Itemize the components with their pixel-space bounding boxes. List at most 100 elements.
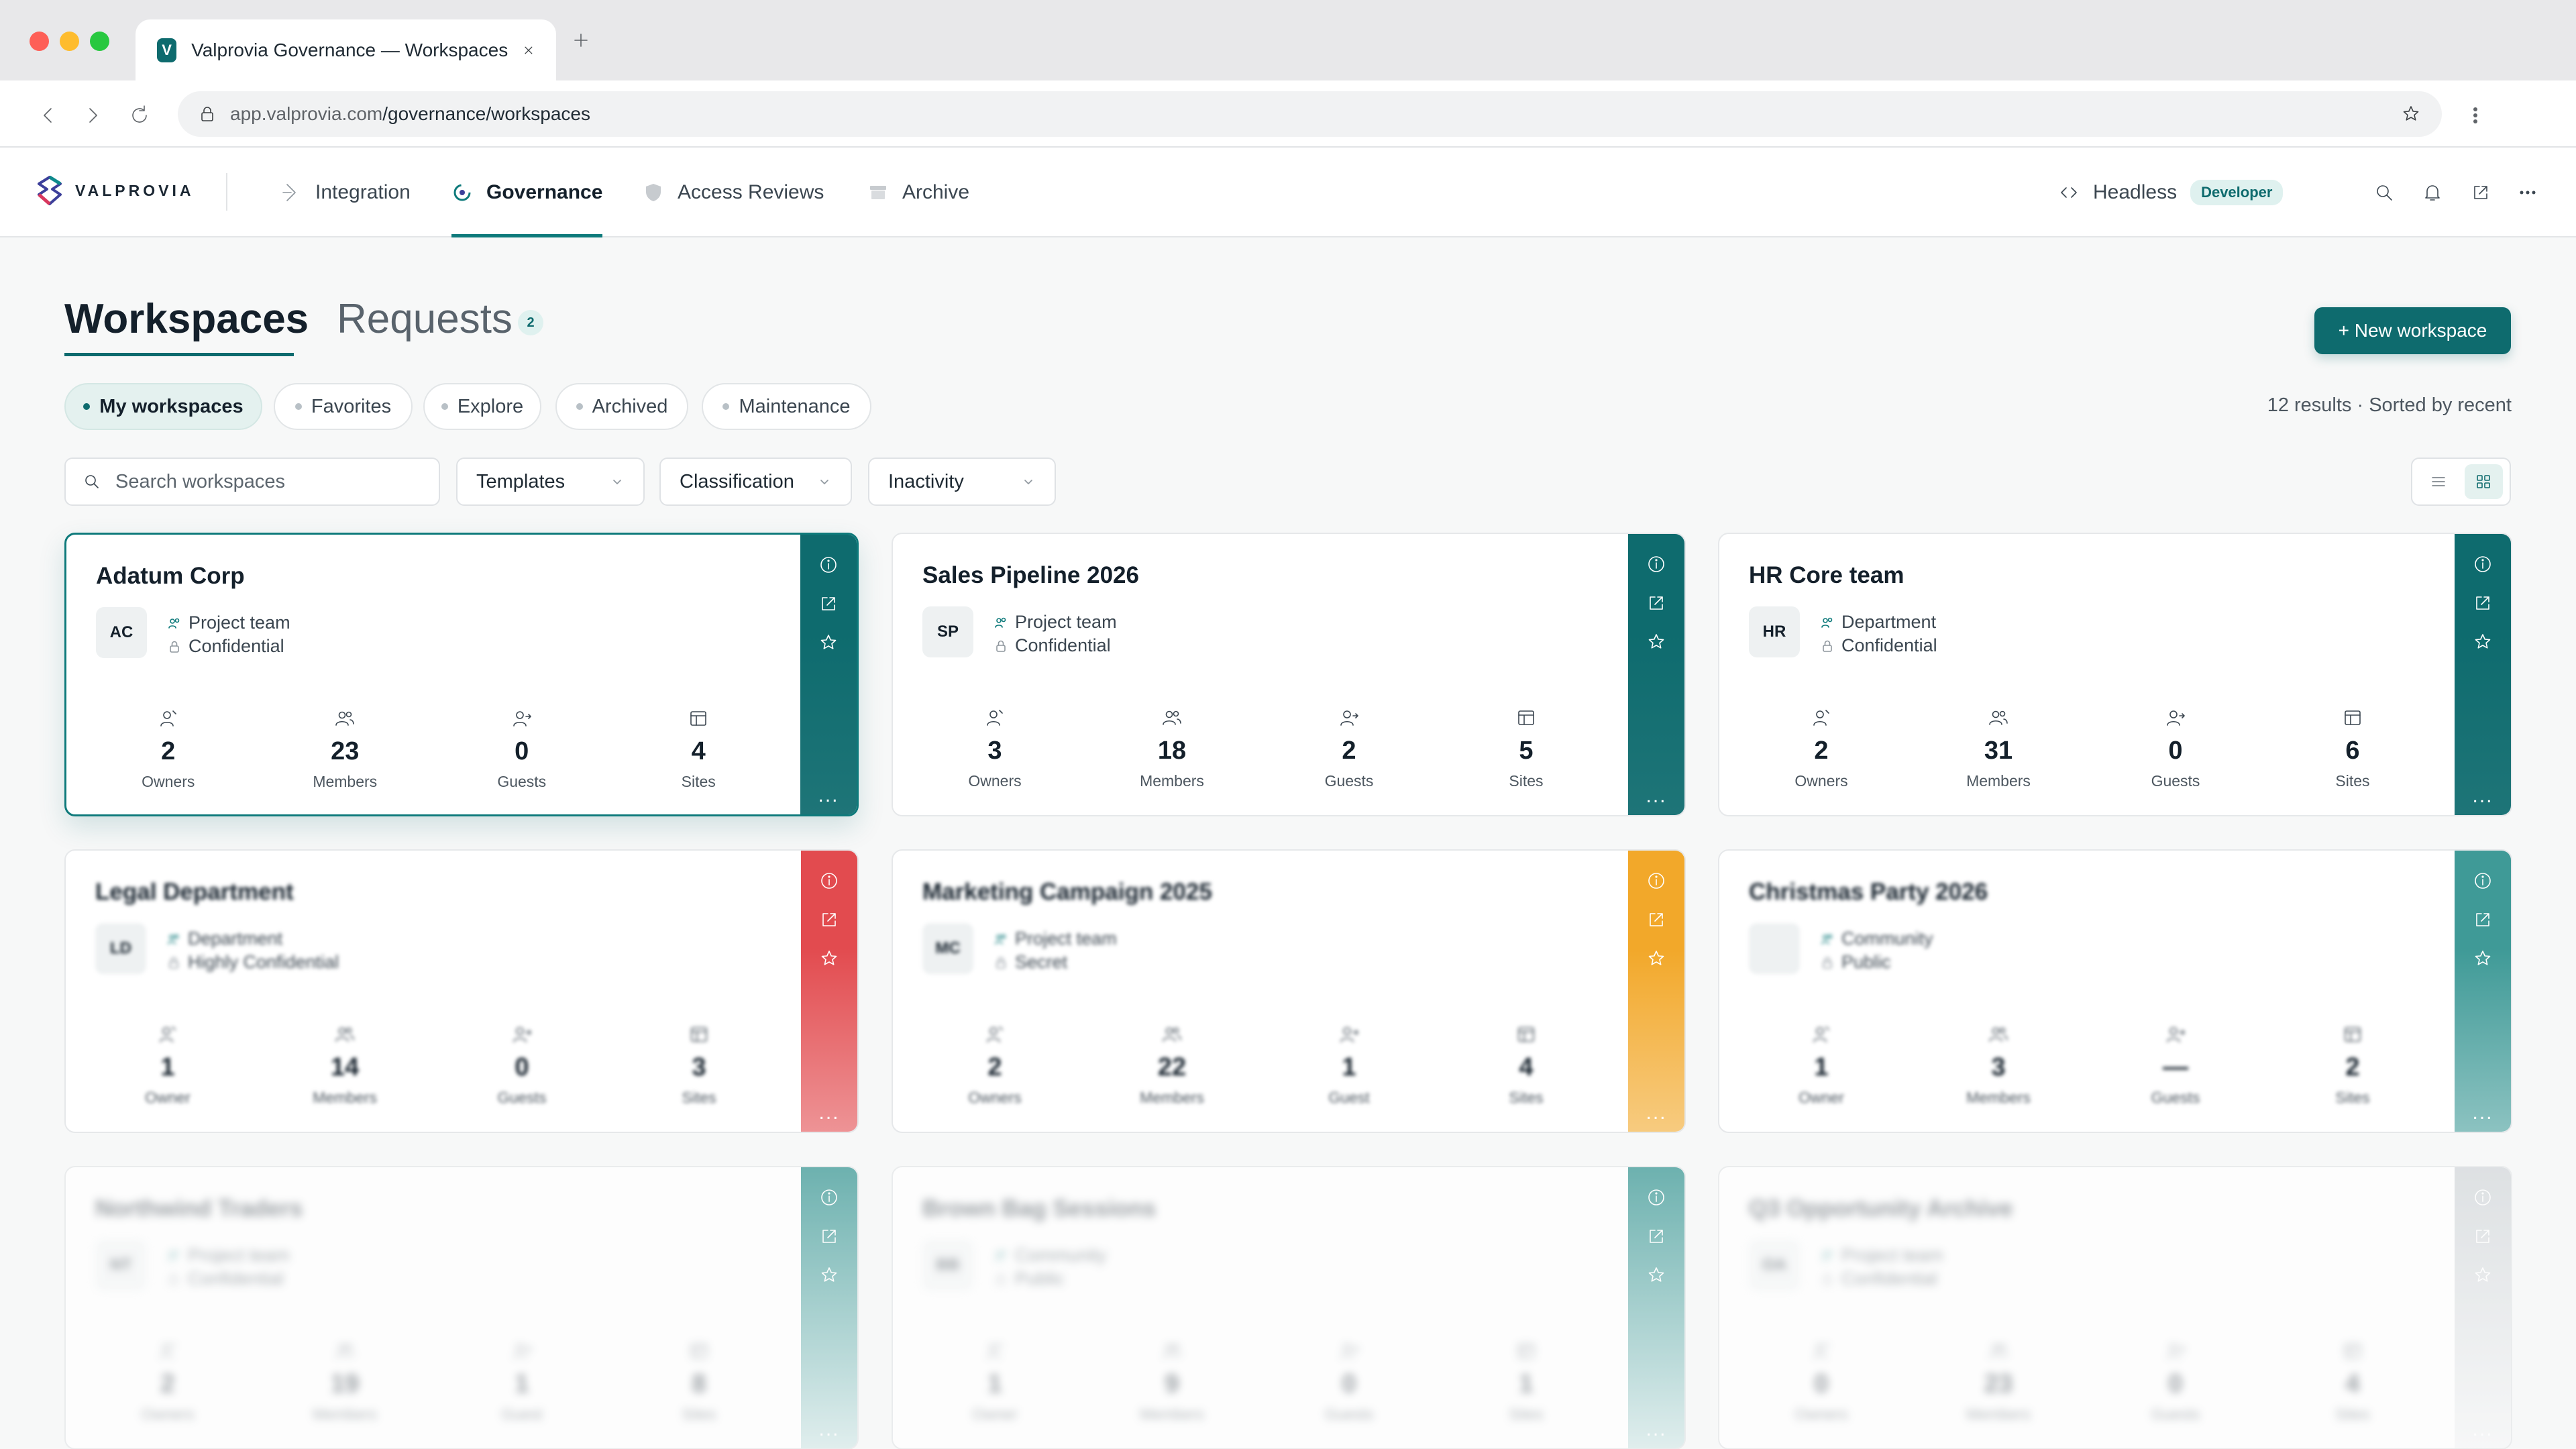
inactivity-filter[interactable]: Inactivity <box>868 458 1056 506</box>
workspace-name[interactable]: Northwind Traders <box>95 1195 303 1222</box>
nav-item-archive[interactable]: Archive <box>867 148 969 237</box>
owner-icon <box>1813 710 1829 726</box>
headless-link[interactable]: Headless Developer <box>2058 148 2284 237</box>
info-icon[interactable] <box>1645 553 1668 576</box>
guests-stat: 0 Guests <box>1282 1340 1416 1424</box>
bookmark-star-icon[interactable] <box>2400 103 2422 125</box>
close-window-button[interactable] <box>30 32 49 51</box>
card-more-menu[interactable]: ... <box>818 784 839 806</box>
favorite-star-icon[interactable] <box>2471 631 2494 653</box>
nav-item-access-reviews[interactable]: Access Reviews <box>643 148 824 237</box>
card-more-menu[interactable]: ... <box>2472 1418 2493 1440</box>
workspace-name[interactable]: Christmas Party 2026 <box>1749 879 1988 905</box>
tab-workspaces[interactable]: Workspaces <box>64 296 309 342</box>
card-more-menu[interactable]: ... <box>1646 1418 1667 1440</box>
chip-my-workspaces[interactable]: My workspaces <box>64 383 262 430</box>
external-link-icon[interactable] <box>2470 182 2491 203</box>
favorite-star-icon[interactable] <box>1645 1264 1668 1287</box>
more-options-icon[interactable] <box>2517 182 2538 203</box>
tab-requests[interactable]: Requests <box>337 296 513 342</box>
workspace-card-christmas-party-2026[interactable]: Christmas Party 2026 Community Public 1 … <box>1718 849 2512 1133</box>
people-icon <box>995 617 1006 628</box>
favorite-star-icon[interactable] <box>817 631 840 654</box>
nav-item-integration[interactable]: Integration <box>280 148 411 237</box>
workspace-name[interactable]: Sales Pipeline 2026 <box>922 562 1139 588</box>
favorite-star-icon[interactable] <box>818 947 841 970</box>
favorite-star-icon[interactable] <box>2471 947 2494 970</box>
info-icon[interactable] <box>2471 1186 2494 1209</box>
workspace-name[interactable]: Marketing Campaign 2025 <box>922 879 1212 905</box>
archive-icon <box>870 186 886 199</box>
workspace-card-northwind-traders[interactable]: Northwind Traders NT Project team Confid… <box>64 1166 859 1449</box>
info-icon[interactable] <box>818 1186 841 1209</box>
nav-item-governance[interactable]: Governance <box>451 148 603 237</box>
brand-logo[interactable]: VALPROVIA <box>34 174 194 207</box>
workspace-card-sales-pipeline-2026[interactable]: Sales Pipeline 2026 SP Project team Conf… <box>892 533 1686 816</box>
forward-icon[interactable] <box>79 102 106 129</box>
new-tab-icon[interactable] <box>570 30 592 51</box>
card-more-menu[interactable]: ... <box>1646 1102 1667 1124</box>
open-external-icon[interactable] <box>1645 592 1668 614</box>
open-external-icon[interactable] <box>2471 1225 2494 1248</box>
info-icon[interactable] <box>817 553 840 576</box>
grid-view-button[interactable] <box>2464 464 2503 499</box>
browser-menu-icon[interactable] <box>2462 102 2489 129</box>
chip-maintenance[interactable]: Maintenance <box>702 383 871 430</box>
workspace-card-brown-bag-sessions[interactable]: Brown Bag Sessions BB Community Public 1… <box>892 1166 1686 1449</box>
workspace-card-marketing-campaign-2025[interactable]: Marketing Campaign 2025 MC Project team … <box>892 849 1686 1133</box>
workspace-name[interactable]: HR Core team <box>1749 562 1904 588</box>
card-more-menu[interactable]: ... <box>818 1418 840 1440</box>
card-more-menu[interactable]: ... <box>2472 1102 2493 1124</box>
info-icon[interactable] <box>1645 1186 1668 1209</box>
app-navigation: VALPROVIA Integration Governance Access … <box>0 148 2576 237</box>
open-external-icon[interactable] <box>2471 592 2494 614</box>
workspace-name[interactable]: Q3 Opportunity Archive <box>1749 1195 2013 1222</box>
new-workspace-button[interactable]: + New workspace <box>2314 307 2511 354</box>
card-action-rail: ... <box>1628 851 1684 1132</box>
open-external-icon[interactable] <box>817 592 840 615</box>
open-external-icon[interactable] <box>818 908 841 931</box>
back-icon[interactable] <box>35 102 62 129</box>
list-view-button[interactable] <box>2419 464 2458 499</box>
info-icon[interactable] <box>818 869 841 892</box>
favorite-star-icon[interactable] <box>1645 631 1668 653</box>
workspace-card-adatum-corp[interactable]: Adatum Corp AC Project team Confidential… <box>64 533 859 816</box>
search-icon[interactable] <box>2373 182 2395 203</box>
open-external-icon[interactable] <box>2471 908 2494 931</box>
search-workspaces-input[interactable]: Search workspaces <box>64 458 440 506</box>
minimize-window-button[interactable] <box>60 32 79 51</box>
card-more-menu[interactable]: ... <box>1646 785 1667 807</box>
guest-icon <box>513 1344 531 1359</box>
templates-filter[interactable]: Templates <box>456 458 645 506</box>
open-external-icon[interactable] <box>818 1225 841 1248</box>
favorite-star-icon[interactable] <box>2471 1264 2494 1287</box>
card-more-menu[interactable]: ... <box>818 1102 840 1124</box>
card-action-rail: ... <box>2455 534 2511 815</box>
bell-icon[interactable] <box>2422 182 2443 203</box>
card-more-menu[interactable]: ... <box>2472 785 2493 807</box>
workspace-card-q3-opportunity-archive[interactable]: Q3 Opportunity Archive OA Project team C… <box>1718 1166 2512 1449</box>
workspace-card-legal-department[interactable]: Legal Department LD Department Highly Co… <box>64 849 859 1133</box>
info-icon[interactable] <box>2471 553 2494 576</box>
owners-label: Owner <box>1799 1089 1844 1106</box>
workspace-name[interactable]: Brown Bag Sessions <box>922 1195 1157 1222</box>
open-external-icon[interactable] <box>1645 908 1668 931</box>
workspace-name[interactable]: Adatum Corp <box>96 563 245 589</box>
chip-archived[interactable]: Archived <box>555 383 688 430</box>
workspace-name[interactable]: Legal Department <box>95 879 294 905</box>
info-icon[interactable] <box>2471 869 2494 892</box>
maximize-window-button[interactable] <box>90 32 109 51</box>
reload-icon[interactable] <box>126 102 153 129</box>
chip-explore[interactable]: Explore <box>423 383 541 430</box>
workspace-card-hr-core-team[interactable]: HR Core team HR Department Confidential … <box>1718 533 2512 816</box>
favorite-star-icon[interactable] <box>818 1264 841 1287</box>
favorite-star-icon[interactable] <box>1645 947 1668 970</box>
close-tab-icon[interactable] <box>523 43 535 58</box>
owners-label: Owners <box>1794 772 1848 790</box>
open-external-icon[interactable] <box>1645 1225 1668 1248</box>
chip-favorites[interactable]: Favorites <box>274 383 413 430</box>
info-icon[interactable] <box>1645 869 1668 892</box>
address-bar[interactable]: app.valprovia.com/governance/workspaces <box>178 91 2442 137</box>
classification-filter[interactable]: Classification <box>659 458 852 506</box>
browser-tab[interactable]: V Valprovia Governance — Workspaces <box>136 19 556 80</box>
